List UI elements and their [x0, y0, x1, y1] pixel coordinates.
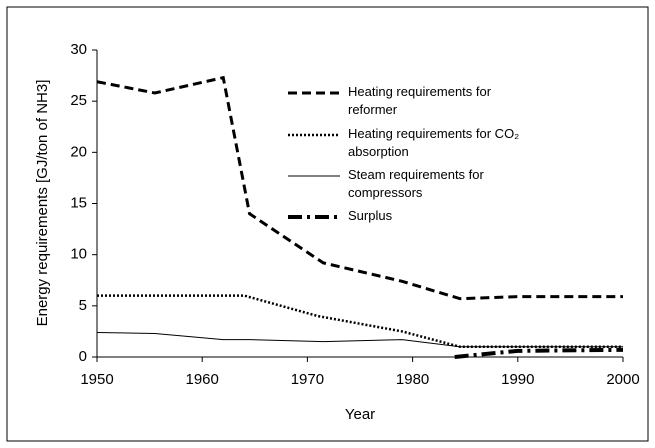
- series-line: [454, 347, 624, 359]
- y-tick-label: 0: [79, 348, 87, 365]
- legend-label: Heating requirements for reformer: [348, 84, 495, 117]
- frame: [6, 6, 649, 442]
- x-tick-label: 1960: [186, 371, 219, 388]
- y-tick-label: 20: [70, 143, 87, 160]
- y-tick-label: 5: [79, 297, 87, 314]
- x-tick-label: 1990: [501, 371, 534, 388]
- x-tick-label: 1970: [291, 371, 324, 388]
- x-tick-label: 2000: [606, 371, 639, 388]
- x-tick-label: 1980: [396, 371, 429, 388]
- legend-label: Heating requirements for CO₂ absorption: [348, 126, 523, 159]
- y-tick-label: 10: [70, 246, 87, 263]
- y-tick-label: 30: [70, 41, 87, 58]
- series-line: [97, 294, 623, 349]
- series-line: [96, 75, 623, 301]
- legend-label: Surplus: [348, 208, 393, 223]
- x-tick-label: 1950: [80, 371, 113, 388]
- series-line: [96, 331, 623, 348]
- x-axis-title: Year: [345, 406, 375, 423]
- y-tick-label: 15: [70, 194, 87, 211]
- y-tick-label: 25: [70, 92, 87, 109]
- y-axis-title: Energy requirements [GJ/ton of NH3]: [34, 80, 51, 327]
- legend-label: Steam requirements for compressors: [348, 167, 487, 200]
